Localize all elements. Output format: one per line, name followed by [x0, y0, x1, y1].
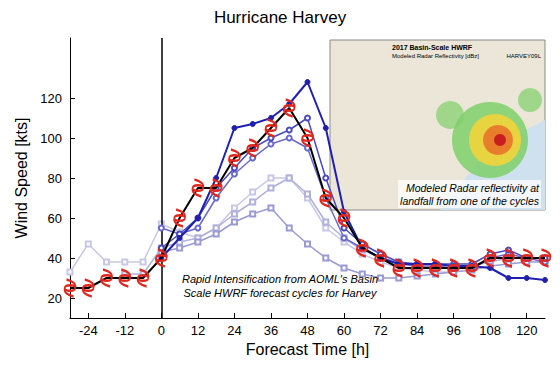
- svg-text:120: 120: [40, 91, 62, 106]
- svg-text:Forecast Time [h]: Forecast Time [h]: [246, 341, 370, 358]
- svg-text:Scale HWRF forecast cycles for: Scale HWRF forecast cycles for Harvey: [184, 287, 378, 299]
- svg-text:108: 108: [479, 323, 501, 338]
- svg-text:40: 40: [48, 251, 62, 266]
- svg-text:2017 Basin-Scale HWRF: 2017 Basin-Scale HWRF: [392, 44, 473, 51]
- svg-text:20: 20: [48, 291, 62, 306]
- svg-text:80: 80: [48, 171, 62, 186]
- svg-text:Wind Speed [kts]: Wind Speed [kts]: [13, 118, 30, 239]
- svg-text:36: 36: [264, 323, 278, 338]
- svg-text:landfall from one of the cycle: landfall from one of the cycles: [400, 195, 540, 207]
- svg-text:100: 100: [40, 131, 62, 146]
- svg-text:60: 60: [48, 211, 62, 226]
- svg-text:12: 12: [191, 323, 205, 338]
- svg-text:0: 0: [158, 323, 165, 338]
- svg-text:72: 72: [373, 323, 387, 338]
- svg-text:Modeled Radar Reflectivity [dB: Modeled Radar Reflectivity [dBz]: [392, 53, 479, 59]
- svg-text:Modeled Radar reflectivity at: Modeled Radar reflectivity at: [406, 182, 540, 194]
- svg-text:120: 120: [516, 323, 538, 338]
- svg-text:24: 24: [227, 323, 241, 338]
- svg-text:-12: -12: [115, 323, 134, 338]
- svg-text:48: 48: [300, 323, 314, 338]
- svg-text:HARVEY09L: HARVEY09L: [506, 53, 541, 59]
- svg-text:Hurricane Harvey: Hurricane Harvey: [214, 8, 347, 27]
- svg-text:96: 96: [446, 323, 460, 338]
- svg-text:-24: -24: [79, 323, 98, 338]
- svg-text:60: 60: [337, 323, 351, 338]
- svg-text:Rapid Intensification from AOM: Rapid Intensification from AOML's Basin: [182, 273, 378, 285]
- svg-text:84: 84: [410, 323, 424, 338]
